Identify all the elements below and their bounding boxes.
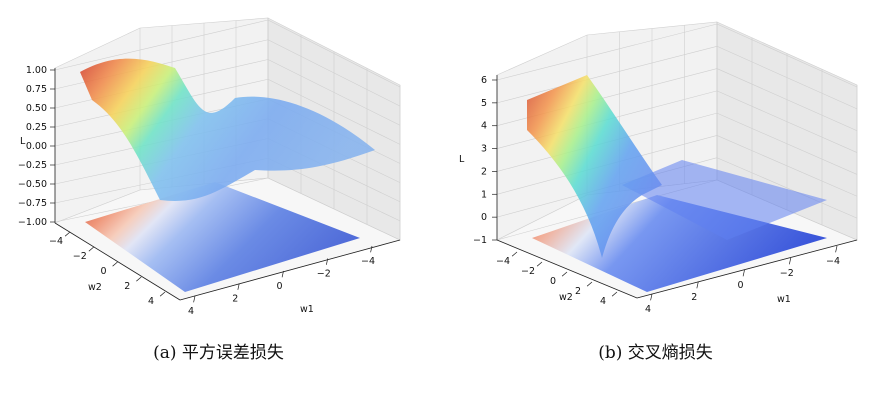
z-tick-label: 2 <box>481 166 487 177</box>
x-tick-label: 2 <box>232 294 238 305</box>
x-tick-label: 0 <box>737 280 743 291</box>
z-tick-label: 0.50 <box>26 103 47 114</box>
y-tick-label: −2 <box>521 266 535 277</box>
y-tick-label: 4 <box>600 296 606 307</box>
z-tick-label: −0.25 <box>18 160 47 171</box>
floor-contour <box>85 182 360 292</box>
y-tick-label: 2 <box>124 281 130 292</box>
x-tick-label: 2 <box>691 292 697 303</box>
loss-surface <box>80 58 375 201</box>
z-tick-label: 0.75 <box>26 84 47 95</box>
x-tick-label: 4 <box>645 304 651 315</box>
chart-panel-cross-entropy: 6 5 4 3 2 1 0 −1 L −4 −2 0 2 4 w2 4 2 0 −2 −4 w1 (b) 交叉… <box>437 0 874 402</box>
y-tick-label: 4 <box>148 296 154 307</box>
x-tick-label: −4 <box>826 256 840 267</box>
z-tick-label: 5 <box>481 98 487 109</box>
x-tick-label: −4 <box>361 256 375 267</box>
y-tick-label: −4 <box>496 256 510 267</box>
z-tick-label: −1 <box>473 235 487 246</box>
z-tick-label: −0.50 <box>18 179 47 190</box>
z-tick-label: 6 <box>481 75 487 86</box>
surface-plot-cross-entropy: 6 5 4 3 2 1 0 −1 L −4 −2 0 2 4 w2 4 2 0 −2 −4 w1 <box>459 21 858 315</box>
z-tick-label: 0 <box>481 212 487 223</box>
y-tick-label: 0 <box>100 266 106 277</box>
y-tick-label: −2 <box>73 251 87 262</box>
z-tick-label: 0.25 <box>26 122 47 133</box>
loss-plateau <box>622 160 827 240</box>
x-tick-label: 4 <box>188 306 194 317</box>
x-axis-label: w1 <box>300 304 314 315</box>
loss-surface <box>527 75 662 258</box>
x-tick-label: −2 <box>317 269 331 280</box>
z-tick-label: 4 <box>481 121 487 132</box>
z-tick-label: 0.00 <box>26 141 47 152</box>
z-tick-label: 1.00 <box>26 65 47 76</box>
figure-caption: (b) 交叉熵损失 <box>598 343 713 363</box>
y-tick-label: −4 <box>49 236 63 247</box>
surface-plot-mse: 1.00 0.75 0.50 0.25 0.00 −0.25 −0.50 −0.75 −1.00… <box>18 17 401 317</box>
x-tick-label: −2 <box>780 268 794 279</box>
figure-caption: (a) 平方误差损失 <box>153 343 284 363</box>
z-tick-label: 3 <box>481 144 487 155</box>
z-tick-label: 1 <box>481 189 487 200</box>
y-tick-label: 0 <box>550 276 556 287</box>
x-tick-label: 0 <box>276 281 282 292</box>
z-axis-label: L <box>20 136 26 147</box>
z-axis-label: L <box>459 154 465 165</box>
chart-panel-mse: 1.00 0.75 0.50 0.25 0.00 −0.25 −0.50 −0.75 −1.00… <box>18 17 401 363</box>
y-axis-label: w2 <box>559 292 573 303</box>
y-axis-label: w2 <box>88 282 102 293</box>
z-tick-label: −1.00 <box>18 217 47 228</box>
z-tick-label: −0.75 <box>18 198 47 209</box>
y-tick-label: 2 <box>575 286 581 297</box>
x-axis-label: w1 <box>777 294 791 305</box>
